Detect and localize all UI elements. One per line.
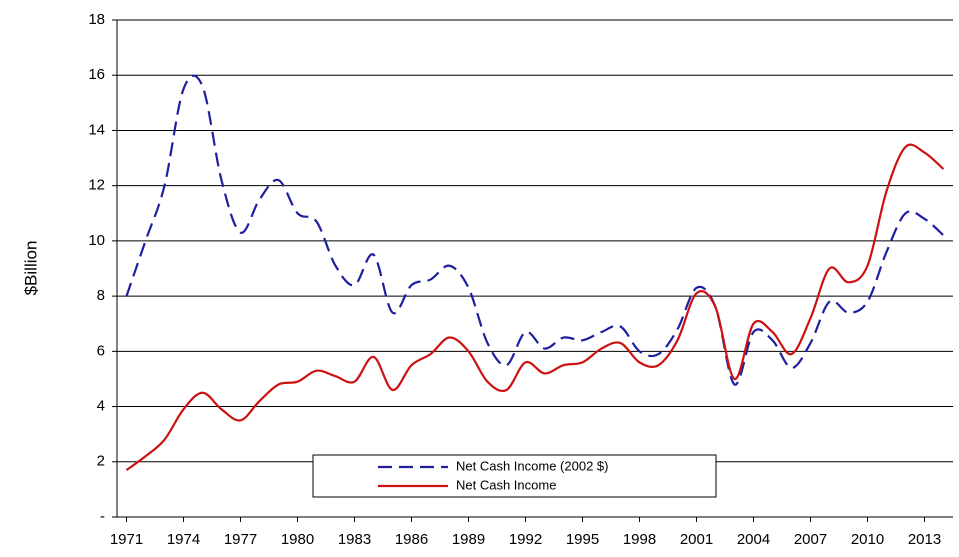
x-tick-label: 1989 bbox=[452, 531, 485, 548]
x-tick-label: 1971 bbox=[110, 531, 143, 548]
x-tick-label: 1992 bbox=[509, 531, 542, 548]
y-tick-label: 10 bbox=[88, 232, 105, 249]
y-tick-label: 16 bbox=[88, 66, 105, 83]
x-tick-label: 1995 bbox=[566, 531, 599, 548]
x-tick-label: 2001 bbox=[680, 531, 713, 548]
x-tick-label: 1977 bbox=[224, 531, 257, 548]
x-tick-label: 2004 bbox=[737, 531, 770, 548]
series-line bbox=[125, 74, 945, 386]
legend-label: Net Cash Income (2002 $) bbox=[456, 458, 608, 473]
x-tick-label: 1980 bbox=[281, 531, 314, 548]
y-tick-label: 18 bbox=[88, 11, 105, 28]
y-tick-label: 12 bbox=[88, 177, 105, 194]
series-line bbox=[125, 143, 945, 471]
x-tick-label: 2007 bbox=[794, 531, 827, 548]
legend-label: Net Cash Income bbox=[456, 477, 556, 492]
x-tick-label: 2010 bbox=[851, 531, 884, 548]
y-tick-label: 8 bbox=[97, 287, 105, 304]
y-tick-label: 2 bbox=[97, 453, 105, 470]
x-tick-label: 1998 bbox=[623, 531, 656, 548]
x-tick-label: 2013 bbox=[908, 531, 941, 548]
y-tick-label: 14 bbox=[88, 121, 105, 138]
y-tick-label: 4 bbox=[97, 398, 105, 415]
x-tick-label: 1974 bbox=[167, 531, 200, 548]
x-tick-label: 1986 bbox=[395, 531, 428, 548]
y-axis-label: $Billion bbox=[21, 241, 40, 296]
y-tick-label: - bbox=[100, 508, 105, 525]
y-tick-label: 6 bbox=[97, 342, 105, 359]
legend-box bbox=[312, 454, 717, 498]
x-tick-label: 1983 bbox=[338, 531, 371, 548]
